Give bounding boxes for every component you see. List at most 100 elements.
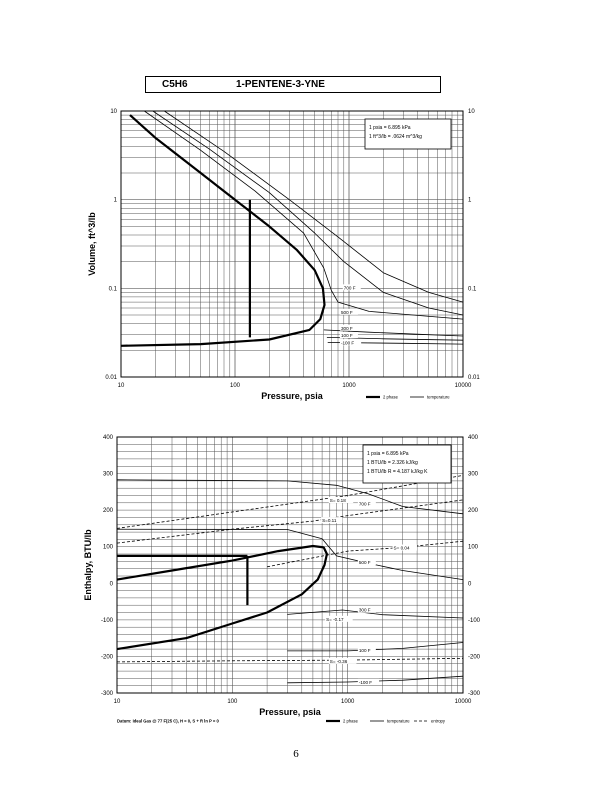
datum-footnote: Datum: Ideal Gas @ 77 F(25 C), H = 0, S …: [117, 719, 220, 724]
curve-label-background: [357, 678, 380, 685]
y-axis-label: Volume, ft^3/lb: [87, 212, 97, 276]
curve-label: 500 F: [359, 560, 371, 565]
conversion-info-line: 1 psia = 6.895 kPa: [369, 125, 411, 131]
chart-title-box: C5H6 1-PENTENE-3-YNE: [145, 76, 441, 93]
curve-label: -100 F: [341, 340, 354, 345]
y-tick-label-left: 400: [103, 435, 114, 441]
x-tick-label: 1000: [342, 383, 356, 389]
2-phase-curve: [116, 544, 328, 651]
temperature-curve: [116, 479, 464, 515]
curve-label: 300 F: [359, 608, 371, 613]
y-tick-label-left: 0.01: [105, 375, 117, 381]
x-tick-label: 100: [230, 383, 241, 389]
y-tick-label-right: 200: [468, 508, 479, 514]
curve-label: 100 F: [341, 333, 353, 338]
y-axis-label: Enthalpy, BTU/lb: [83, 529, 93, 601]
entropy-curve: [116, 475, 464, 529]
entropy-curve: [116, 657, 464, 663]
curve-label-background: [357, 606, 376, 613]
y-tick-label-left: 300: [103, 472, 114, 478]
x-tick-label: 10000: [455, 699, 472, 705]
2-phase-curve: [120, 114, 326, 347]
chemical-formula: C5H6: [162, 79, 188, 90]
y-tick-label-right: 0.1: [468, 286, 477, 292]
y-tick-label-right: -100: [468, 618, 481, 624]
entropy-curve: [267, 540, 464, 568]
temperature-curve: [164, 110, 464, 303]
y-tick-label-right: 0.01: [468, 375, 480, 381]
chart-2: 10 100 1000 10000-300-200-1000100200300400-…: [83, 435, 481, 724]
x-tick-label: 10000: [455, 383, 472, 389]
curve-label-background: [339, 332, 358, 339]
curve-label-background: [339, 308, 358, 315]
x-tick-label: 10: [114, 699, 121, 705]
x-tick-label: 100: [227, 699, 238, 705]
y-tick-label-right: 400: [468, 435, 479, 441]
chart-1: 10 100 1000 100000.010.11100.010.1110Pressu…: [87, 109, 480, 401]
legend-label: 2 phase: [343, 719, 359, 724]
temperature-curve: [152, 110, 464, 316]
legend-label: temperature: [427, 395, 450, 400]
y-tick-label-right: 0: [468, 581, 472, 587]
curve-label: S= -0.17: [326, 617, 344, 622]
y-tick-label-left: -200: [101, 654, 114, 660]
curve-label-background: [339, 339, 362, 346]
curve-label: S= 0.18: [330, 498, 346, 503]
y-tick-label-left: -300: [101, 691, 114, 697]
plot-frame: [116, 436, 464, 694]
temperature-curve: [116, 528, 464, 580]
entropy-curve: [116, 499, 464, 544]
y-tick-label-left: 100: [103, 545, 114, 551]
curve-label: 300 F: [341, 326, 353, 331]
y-tick-label-left: 10: [110, 109, 117, 115]
y-tick-label-right: 100: [468, 545, 479, 551]
legend-label: 2 phase: [383, 395, 399, 400]
conversion-info-line: 1 ft^3/lb = .0624 m^3/kg: [369, 134, 422, 140]
curve-label: S= 0.04: [394, 546, 410, 551]
y-tick-label-right: -300: [468, 691, 481, 697]
plot-frame: [120, 110, 464, 378]
y-tick-label-left: 0: [110, 581, 114, 587]
curve-label-background: [325, 615, 353, 622]
y-tick-label-right: -200: [468, 654, 481, 660]
conversion-info-line: 1 BTU/lb = 2.326 kJ/kg: [367, 460, 418, 466]
curve-label-background: [328, 497, 354, 503]
legend-label: entropy: [431, 719, 446, 724]
x-axis-label: Pressure, psia: [259, 707, 322, 717]
curve-label-background: [321, 517, 343, 524]
legend: 2 phase temperature entropy: [326, 719, 446, 724]
y-tick-label-left: 1: [114, 198, 118, 204]
conversion-info-line: 1 psia = 6.895 kPa: [367, 451, 409, 457]
curve-label-background: [342, 284, 361, 291]
curve-label: S= -0.36: [330, 659, 348, 664]
curve-label-background: [328, 657, 357, 664]
y-tick-label-right: 300: [468, 472, 479, 478]
curve-label: 500 F: [341, 310, 353, 315]
x-tick-label: 1000: [341, 699, 355, 705]
curve-label: 700 F: [344, 285, 356, 290]
y-tick-label-left: -100: [101, 618, 114, 624]
y-tick-label-right: 1: [468, 198, 472, 204]
y-tick-label-left: 0.1: [109, 286, 118, 292]
x-tick-label: 10: [118, 383, 125, 389]
compound-name: 1-PENTENE-3-YNE: [236, 79, 325, 90]
conversion-info-box: [362, 444, 452, 484]
curve-label: 100 F: [359, 648, 371, 653]
curve-label: S=0.11: [322, 518, 337, 523]
x-axis-label: Pressure, psia: [261, 391, 324, 401]
legend: 2 phase temperature: [366, 395, 450, 400]
curve-label-background: [357, 646, 376, 653]
legend-label: temperature: [387, 719, 410, 724]
y-tick-label-right: 10: [468, 109, 475, 115]
temperature-curve: [144, 110, 464, 320]
page-number: 6: [293, 748, 299, 760]
curve-label-background: [357, 559, 376, 566]
conversion-info-box: [364, 118, 452, 150]
temperature-curve: [323, 329, 464, 337]
y-tick-label-left: 200: [103, 508, 114, 514]
curve-label: -100 F: [359, 680, 372, 685]
curve-label-background: [339, 324, 358, 331]
curve-label: 700 F: [359, 502, 371, 507]
curve-label-background: [357, 500, 376, 507]
